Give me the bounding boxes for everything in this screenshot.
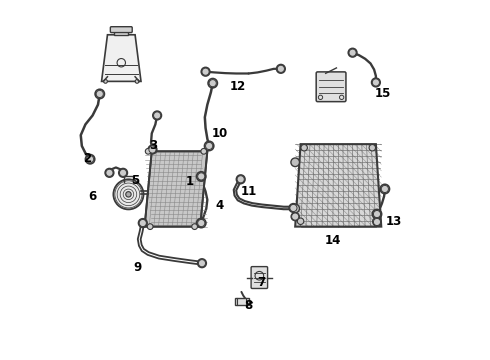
Circle shape — [126, 192, 131, 197]
Circle shape — [96, 90, 103, 98]
Text: 10: 10 — [212, 127, 228, 140]
Circle shape — [192, 224, 197, 229]
Bar — [114, 31, 128, 35]
Circle shape — [381, 185, 389, 193]
FancyBboxPatch shape — [316, 72, 346, 102]
Bar — [235, 298, 248, 305]
FancyBboxPatch shape — [110, 27, 132, 32]
Circle shape — [106, 169, 113, 176]
Circle shape — [373, 219, 381, 226]
Circle shape — [197, 220, 205, 226]
Circle shape — [301, 144, 307, 151]
Text: 13: 13 — [386, 215, 402, 228]
Circle shape — [198, 260, 205, 267]
Circle shape — [104, 80, 107, 83]
Text: 11: 11 — [241, 185, 257, 198]
Circle shape — [237, 176, 245, 183]
Circle shape — [153, 112, 161, 119]
Circle shape — [202, 68, 209, 75]
Polygon shape — [145, 151, 207, 226]
Polygon shape — [101, 35, 141, 81]
Circle shape — [291, 204, 299, 213]
Circle shape — [205, 142, 213, 149]
Circle shape — [139, 220, 147, 226]
Circle shape — [349, 49, 356, 56]
Text: 7: 7 — [257, 276, 265, 289]
FancyBboxPatch shape — [251, 267, 268, 288]
Circle shape — [277, 65, 285, 72]
Circle shape — [292, 213, 299, 220]
Text: 3: 3 — [149, 139, 158, 152]
Text: 5: 5 — [131, 174, 140, 186]
Circle shape — [291, 158, 299, 167]
Text: 12: 12 — [230, 80, 246, 93]
Text: 6: 6 — [89, 190, 97, 203]
Circle shape — [373, 211, 381, 218]
Circle shape — [149, 146, 156, 153]
Text: 2: 2 — [83, 152, 91, 165]
Text: 4: 4 — [216, 199, 224, 212]
Circle shape — [135, 80, 139, 83]
Circle shape — [87, 156, 94, 163]
Polygon shape — [295, 144, 381, 226]
Text: 8: 8 — [245, 299, 253, 312]
Text: 15: 15 — [375, 87, 391, 100]
Circle shape — [146, 148, 151, 154]
Circle shape — [369, 144, 375, 151]
Circle shape — [373, 218, 379, 225]
Circle shape — [113, 179, 144, 210]
Circle shape — [120, 169, 126, 176]
Circle shape — [147, 224, 153, 229]
Circle shape — [209, 80, 216, 87]
Text: 14: 14 — [325, 234, 341, 247]
Text: 1: 1 — [185, 175, 194, 188]
Circle shape — [297, 218, 304, 225]
Circle shape — [290, 204, 297, 212]
Circle shape — [372, 79, 379, 86]
Circle shape — [197, 173, 205, 180]
Text: 9: 9 — [133, 261, 142, 274]
Circle shape — [201, 148, 207, 154]
